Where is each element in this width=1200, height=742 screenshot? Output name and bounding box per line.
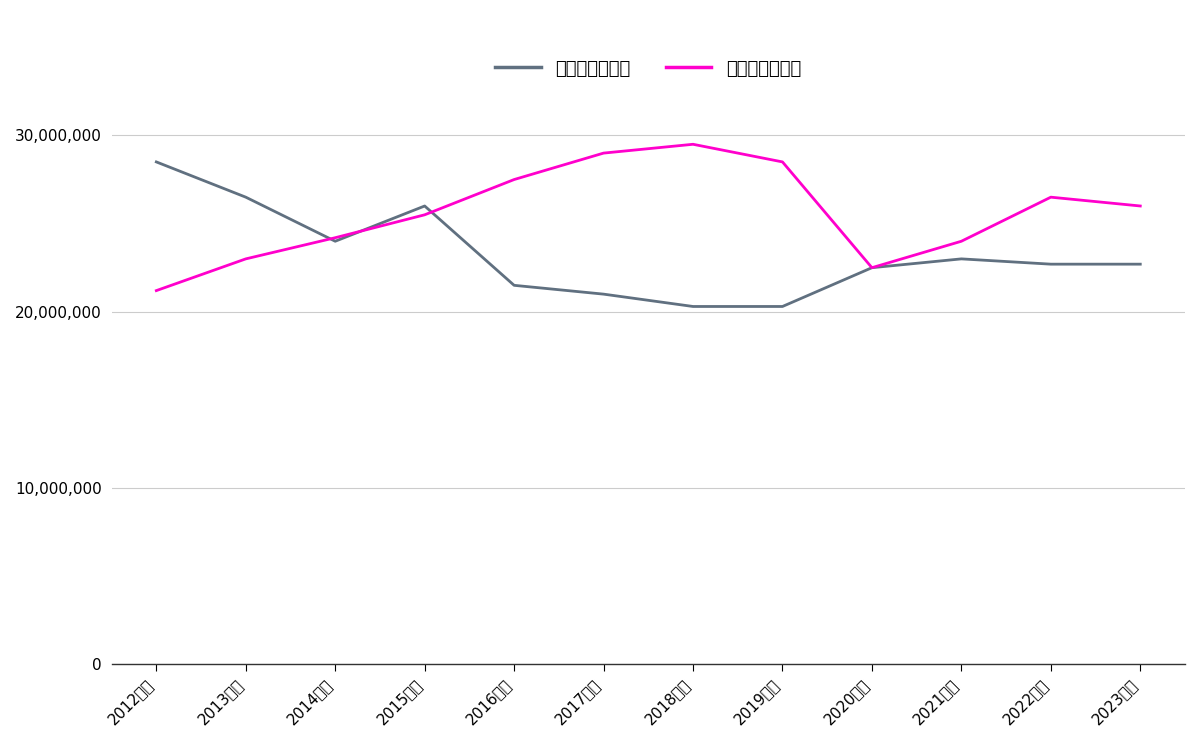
月間有効求人数 [149, 286, 163, 295]
月間有効求人数 [418, 210, 432, 219]
月間有効求人数 [865, 263, 880, 272]
月間有効求職者 [239, 193, 253, 202]
月間有効求職者 [686, 302, 701, 311]
月間有効求職者 [954, 255, 968, 263]
月間有効求人数 [775, 157, 790, 166]
月間有効求人数 [1044, 193, 1058, 202]
月間有効求人数 [239, 255, 253, 263]
Line: 月間有効求職者: 月間有効求職者 [156, 162, 1140, 306]
月間有効求職者 [1044, 260, 1058, 269]
月間有効求職者 [328, 237, 342, 246]
月間有効求職者 [506, 281, 521, 290]
月間有効求職者 [596, 289, 611, 298]
月間有効求人数 [1133, 202, 1147, 211]
月間有効求職者 [775, 302, 790, 311]
月間有効求人数 [328, 233, 342, 242]
Legend: 月間有効求職者, 月間有効求人数: 月間有効求職者, 月間有効求人数 [488, 53, 809, 85]
月間有効求職者 [418, 202, 432, 211]
Line: 月間有効求人数: 月間有効求人数 [156, 144, 1140, 291]
月間有効求人数 [596, 148, 611, 157]
月間有効求人数 [686, 139, 701, 148]
月間有効求職者 [865, 263, 880, 272]
月間有効求職者 [1133, 260, 1147, 269]
月間有効求職者 [149, 157, 163, 166]
月間有効求人数 [506, 175, 521, 184]
月間有効求人数 [954, 237, 968, 246]
